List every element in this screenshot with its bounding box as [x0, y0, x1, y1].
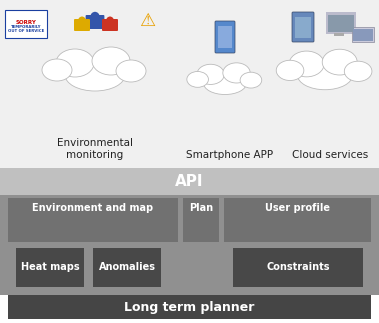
Bar: [224, 198, 371, 242]
Text: Cloud services: Cloud services: [292, 150, 368, 160]
Ellipse shape: [65, 59, 125, 91]
FancyBboxPatch shape: [215, 21, 235, 53]
Text: TEMPORARILY
OUT OF SERVICE: TEMPORARILY OUT OF SERVICE: [8, 25, 44, 33]
Bar: [93, 248, 161, 287]
Ellipse shape: [116, 60, 146, 82]
Text: Environment and map: Environment and map: [33, 203, 153, 213]
Bar: [328, 15, 354, 32]
Bar: [0, 168, 379, 195]
Bar: [8, 198, 178, 242]
Text: Anomalies: Anomalies: [99, 263, 155, 273]
FancyBboxPatch shape: [292, 12, 314, 42]
Bar: [0, 195, 379, 295]
Bar: [326, 12, 356, 34]
Text: Smartphone APP: Smartphone APP: [186, 150, 274, 160]
FancyBboxPatch shape: [352, 27, 374, 42]
Ellipse shape: [289, 51, 324, 77]
Bar: [233, 248, 363, 287]
Bar: [353, 29, 373, 41]
FancyBboxPatch shape: [86, 15, 104, 29]
Ellipse shape: [92, 47, 130, 75]
Text: API: API: [175, 174, 204, 189]
Ellipse shape: [240, 72, 262, 88]
Ellipse shape: [322, 49, 357, 75]
FancyBboxPatch shape: [74, 19, 90, 31]
Ellipse shape: [106, 16, 114, 26]
Text: Environmental
monitoring: Environmental monitoring: [57, 138, 133, 160]
Bar: [334, 33, 344, 36]
Ellipse shape: [90, 12, 100, 23]
Text: ⚠: ⚠: [139, 12, 155, 30]
FancyBboxPatch shape: [102, 19, 118, 31]
Ellipse shape: [197, 64, 224, 84]
Ellipse shape: [298, 60, 352, 90]
Bar: [16, 248, 84, 287]
Bar: [8, 295, 371, 319]
Text: User profile: User profile: [265, 203, 330, 213]
Ellipse shape: [204, 71, 247, 95]
Ellipse shape: [187, 71, 208, 87]
Text: Long term planner: Long term planner: [124, 300, 255, 314]
Ellipse shape: [78, 16, 86, 26]
Ellipse shape: [223, 63, 250, 83]
Bar: [183, 198, 219, 242]
Bar: [218, 26, 232, 48]
Ellipse shape: [42, 59, 72, 81]
Text: Plan: Plan: [189, 203, 213, 213]
Bar: [0, 0, 379, 168]
Text: Constraints: Constraints: [266, 263, 330, 273]
FancyBboxPatch shape: [5, 10, 47, 38]
Ellipse shape: [56, 49, 94, 77]
Ellipse shape: [276, 60, 304, 80]
Ellipse shape: [344, 61, 372, 81]
Text: SORRY: SORRY: [16, 20, 36, 26]
Bar: [295, 17, 311, 38]
Text: Heat maps: Heat maps: [21, 263, 79, 273]
